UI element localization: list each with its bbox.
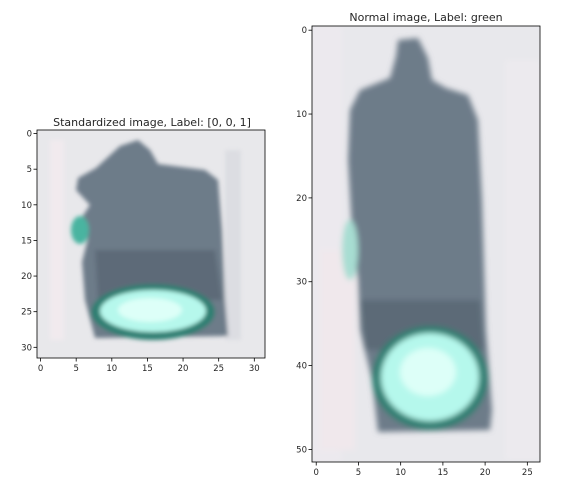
standardized-x-tick-label: 25: [213, 364, 224, 374]
standardized-traffic-light-image: [37, 130, 265, 358]
standardized-y-tick-label: 5: [27, 165, 32, 175]
normal-y-tick-label: 0: [302, 26, 307, 36]
normal-x-tick-label: 5: [356, 468, 361, 478]
standardized-x-tick-label: 20: [178, 364, 189, 374]
normal-x-tick-label: 20: [480, 468, 491, 478]
normal-y-tick-label: 20: [296, 194, 307, 204]
normal-x-tick-label: 25: [522, 468, 533, 478]
normal-x-tick-label: 15: [437, 468, 448, 478]
standardized-x-tick-label: 10: [106, 364, 117, 374]
standardized-x-tick-label: 15: [142, 364, 153, 374]
standardized-image-panel: Standardized image, Label: [0, 0, 1] 0 5 1…: [0, 0, 280, 400]
standardized-image-title: Standardized image, Label: [0, 0, 1]: [53, 116, 251, 129]
standardized-image-axes: 0 5 10 15 20 25 30 0 5 10 15 20 25 30: [21, 130, 266, 374]
normal-x-tick-label: 10: [395, 468, 406, 478]
normal-traffic-light-image: [312, 26, 540, 462]
normal-y-tick-label: 40: [296, 362, 307, 372]
normal-y-tick-label: 50: [296, 445, 307, 455]
standardized-y-tick-label: 20: [21, 272, 32, 282]
standardized-y-tick-label: 10: [21, 201, 32, 211]
standardized-y-tick-label: 25: [21, 308, 32, 318]
normal-y-tick-label: 30: [296, 278, 307, 288]
normal-image-title: Normal image, Label: green: [349, 11, 503, 24]
standardized-x-tick-label: 5: [73, 364, 78, 374]
standardized-y-tick-label: 15: [21, 236, 32, 246]
standardized-y-tick-label: 0: [27, 130, 32, 140]
normal-x-tick-label: 0: [314, 468, 319, 478]
standardized-x-tick-label: 0: [38, 364, 43, 374]
standardized-x-tick-label: 30: [249, 364, 260, 374]
standardized-y-tick-label: 30: [21, 343, 32, 353]
normal-y-tick-label: 10: [296, 110, 307, 120]
